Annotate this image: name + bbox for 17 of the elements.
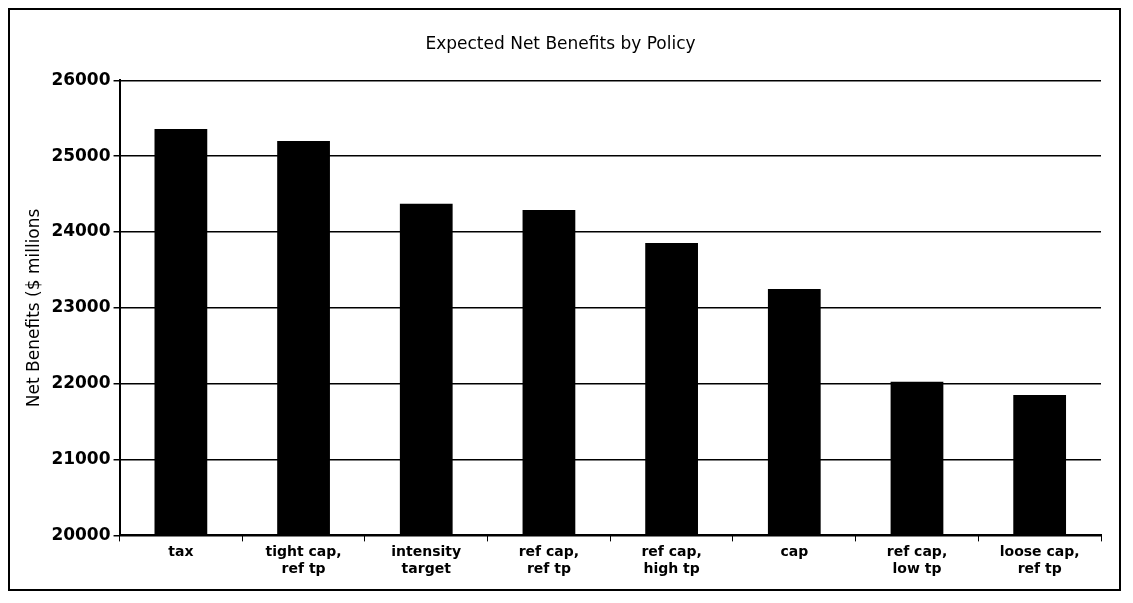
y-tick-label: 21000 xyxy=(51,447,111,468)
y-tick-label: 22000 xyxy=(51,372,111,393)
x-tick-label: ref cap, ref tp xyxy=(518,543,580,577)
x-tick-label: ref cap, high tp xyxy=(641,543,702,577)
x-tick-label: tax xyxy=(168,543,194,560)
y-tick-label: 26000 xyxy=(51,68,111,89)
chart-title: Expected Net Benefits by Policy xyxy=(425,32,696,53)
y-tick-label: 25000 xyxy=(51,144,111,165)
x-tick-label: tight cap, ref tp xyxy=(265,543,342,577)
y-tick-label: 24000 xyxy=(51,220,111,241)
x-tick-label: ref cap, low tp xyxy=(886,543,948,577)
x-tick-label: cap xyxy=(780,543,809,560)
y-tick-label: 23000 xyxy=(51,296,111,317)
x-tick-label: intensity target xyxy=(391,543,462,577)
y-axis-title: Net Benefits ($ millions xyxy=(22,208,43,408)
x-tick-label: loose cap, ref tp xyxy=(999,543,1080,577)
y-tick-label: 20000 xyxy=(51,523,111,544)
